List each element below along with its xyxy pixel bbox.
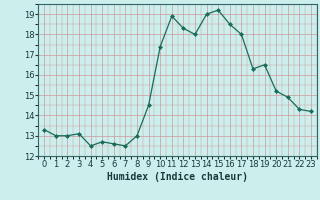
X-axis label: Humidex (Indice chaleur): Humidex (Indice chaleur): [107, 172, 248, 182]
